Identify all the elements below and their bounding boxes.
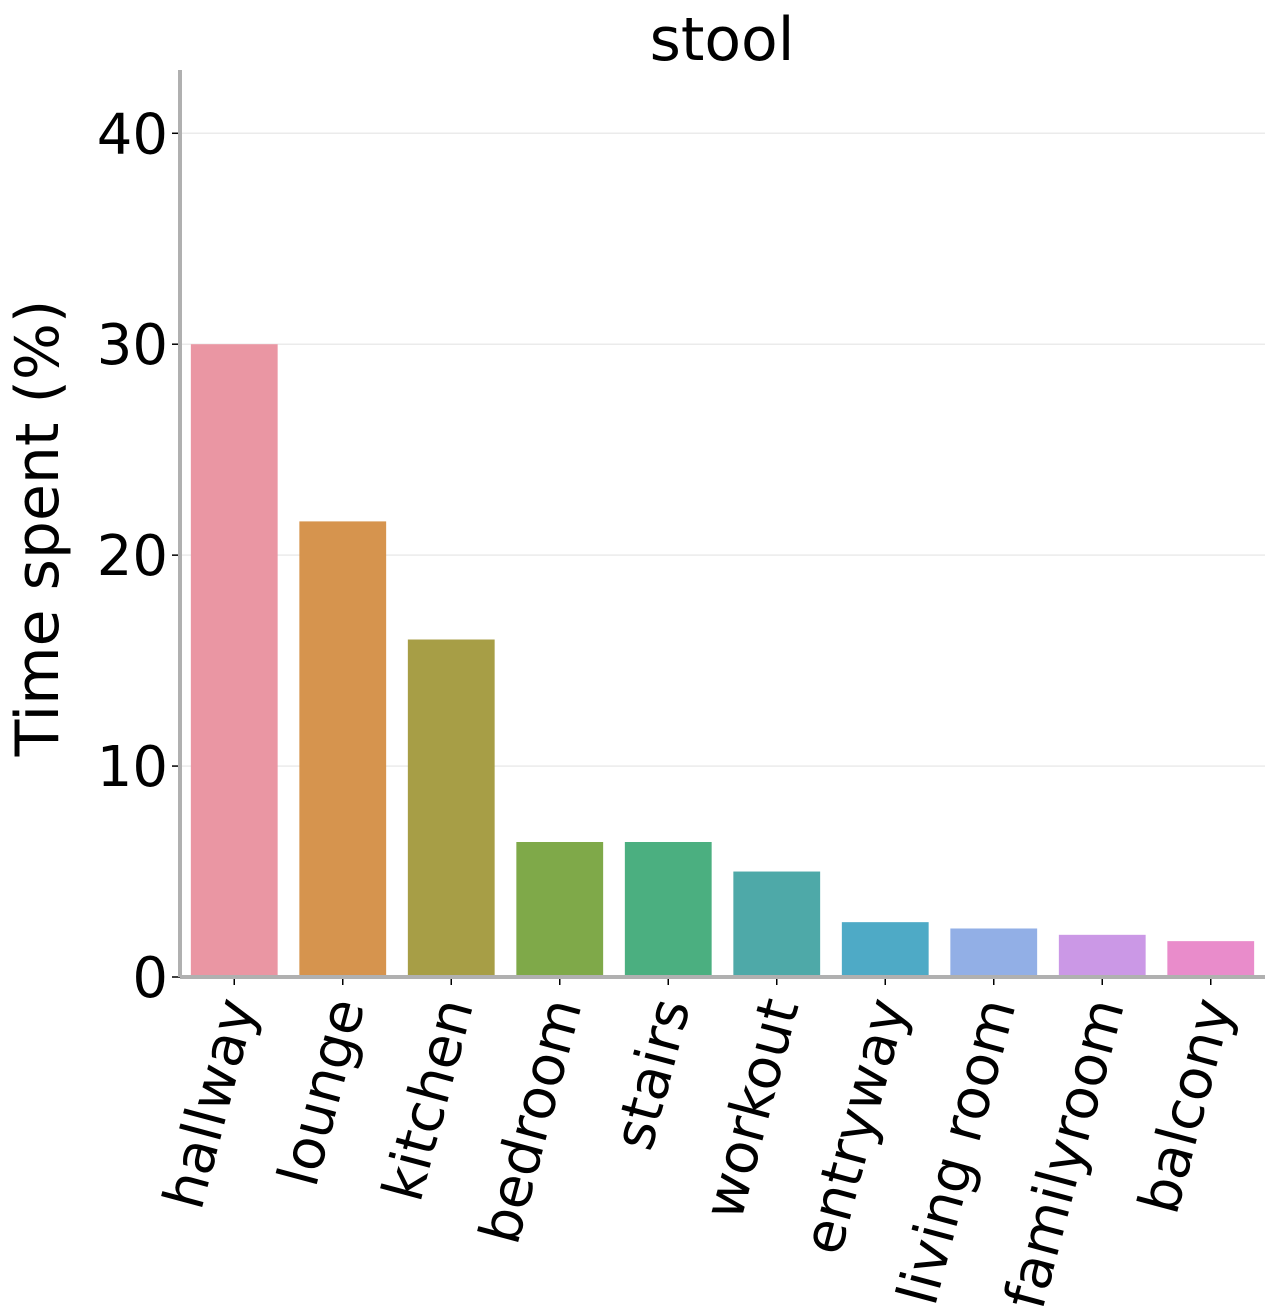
y-tick-label-10: 10 [97, 735, 168, 800]
bar-bedroom [516, 842, 604, 977]
bar-hallway [190, 344, 278, 977]
bar-living-room [950, 928, 1038, 977]
x-tick-label-entryway: entryway [790, 992, 920, 1261]
x-tick-label-balcony: balcony [1127, 992, 1246, 1220]
x-tick-label-workout: workout [691, 992, 812, 1226]
bar-balcony [1167, 941, 1255, 977]
y-tick-label-0: 0 [132, 946, 168, 1011]
bar-entryway [841, 922, 929, 977]
x-tick-label-kitchen: kitchen [371, 992, 487, 1208]
y-tick-label-30: 30 [97, 313, 168, 378]
x-tick-label-hallway: hallway [152, 992, 270, 1216]
chart-title: stool [650, 5, 795, 75]
bar-stairs [624, 842, 712, 977]
bars [190, 344, 1255, 977]
bar-lounge [299, 521, 387, 977]
bar-workout [733, 871, 821, 977]
x-tick-label-bedroom: bedroom [468, 992, 596, 1251]
x-tick-label-stairs: stairs [601, 992, 703, 1157]
y-tick-label-40: 40 [97, 102, 168, 167]
x-tick-label-lounge: lounge [266, 992, 378, 1193]
y-ticks: 0 10 20 30 40 [97, 102, 180, 1011]
bar-kitchen [407, 639, 495, 977]
bar-familyroom [1058, 934, 1146, 977]
y-axis-label: Time spent (%) [3, 300, 73, 758]
y-tick-label-20: 20 [97, 524, 168, 589]
